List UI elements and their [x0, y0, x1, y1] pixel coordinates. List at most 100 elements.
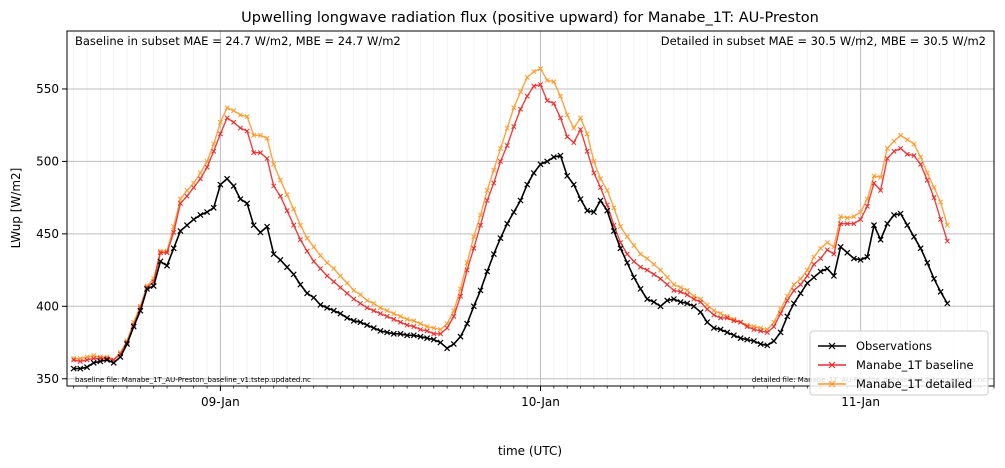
data-point: [197, 176, 203, 182]
data-point: [137, 307, 144, 314]
data-point: [244, 128, 250, 134]
y-axis-label: LWup [W/m2]: [9, 168, 23, 249]
y-tick-label: 450: [36, 227, 59, 241]
data-point: [517, 89, 524, 95]
data-point: [604, 202, 610, 208]
data-point: [210, 204, 217, 211]
data-point: [678, 289, 684, 295]
data-point: [511, 124, 517, 130]
data-point: [670, 296, 677, 303]
detailed-metrics-annotation: Detailed in subset MAE = 30.5 W/m2, MBE …: [661, 34, 986, 48]
data-point: [424, 328, 430, 334]
x-tick-label: 10-Jan: [521, 395, 560, 409]
data-point: [290, 271, 297, 278]
data-point: [944, 222, 950, 228]
data-point: [631, 242, 637, 248]
data-point: [804, 273, 810, 279]
data-point: [858, 216, 864, 222]
data-point: [457, 333, 464, 340]
data-point: [484, 197, 490, 204]
data-point: [724, 315, 730, 321]
data-point: [83, 364, 91, 371]
data-point: [211, 148, 217, 154]
data-point: [377, 327, 384, 334]
data-point: [257, 229, 264, 236]
data-point: [564, 134, 570, 140]
data-point: [257, 150, 263, 156]
data-point: [224, 105, 230, 111]
data-point: [637, 264, 644, 270]
data-point: [364, 305, 370, 311]
data-point: [337, 310, 344, 317]
data-point: [711, 308, 717, 314]
data-point: [270, 251, 277, 258]
data-point: [904, 151, 910, 157]
data-point: [531, 69, 537, 75]
data-point: [597, 197, 604, 204]
data-point: [591, 170, 597, 176]
data-point: [177, 227, 184, 235]
data-point: [831, 251, 837, 257]
data-point: [791, 282, 797, 288]
data-point: [924, 170, 930, 176]
data-point: [557, 152, 564, 159]
data-point: [811, 254, 817, 260]
data-point: [791, 287, 797, 293]
data-point: [758, 328, 764, 334]
data-point: [744, 324, 750, 330]
legend-box: [809, 330, 989, 396]
legend-marker: [828, 342, 836, 350]
data-point: [350, 317, 357, 324]
data-point: [904, 137, 910, 143]
data-point: [371, 300, 377, 306]
data-point: [650, 298, 657, 306]
data-point: [571, 140, 577, 146]
data-point: [411, 324, 417, 330]
data-point: [504, 220, 511, 227]
data-point: [517, 106, 524, 112]
data-point: [351, 296, 357, 302]
data-point: [384, 329, 391, 336]
data-point: [718, 311, 724, 317]
data-point: [511, 105, 517, 111]
series-manabe-1t-detailed: [71, 66, 950, 363]
data-point: [384, 308, 390, 314]
data-point: [311, 258, 317, 264]
data-point: [671, 282, 677, 288]
x-tick-label: 11-Jan: [841, 395, 880, 409]
data-point: [817, 268, 824, 275]
data-point: [397, 313, 404, 319]
data-point: [891, 148, 897, 154]
data-point: [464, 267, 470, 273]
data-point: [884, 220, 891, 227]
data-point: [851, 221, 857, 227]
data-point: [311, 244, 317, 250]
data-point: [484, 268, 491, 275]
legend-marker: [828, 361, 836, 369]
data-point: [304, 290, 311, 297]
data-point: [590, 209, 597, 216]
data-point: [377, 311, 383, 317]
data-point: [804, 280, 811, 287]
data-point: [477, 222, 484, 228]
data-point: [317, 301, 324, 308]
data-point: [157, 250, 163, 256]
data-point: [784, 297, 790, 304]
data-point: [364, 297, 370, 304]
data-point: [231, 108, 237, 114]
baseline-file-annotation: baseline file: Manabe_1T_AU-Preston_base…: [75, 376, 311, 384]
data-point: [544, 158, 551, 165]
data-point: [417, 321, 424, 327]
data-point: [844, 249, 851, 256]
data-point: [197, 211, 204, 219]
data-point: [183, 222, 191, 229]
data-point: [451, 313, 457, 319]
data-point: [717, 326, 724, 333]
data-point: [724, 329, 731, 336]
data-point: [857, 256, 864, 263]
data-point: [477, 287, 484, 294]
data-point: [577, 196, 584, 203]
data-point: [190, 216, 197, 223]
data-point: [164, 250, 170, 256]
